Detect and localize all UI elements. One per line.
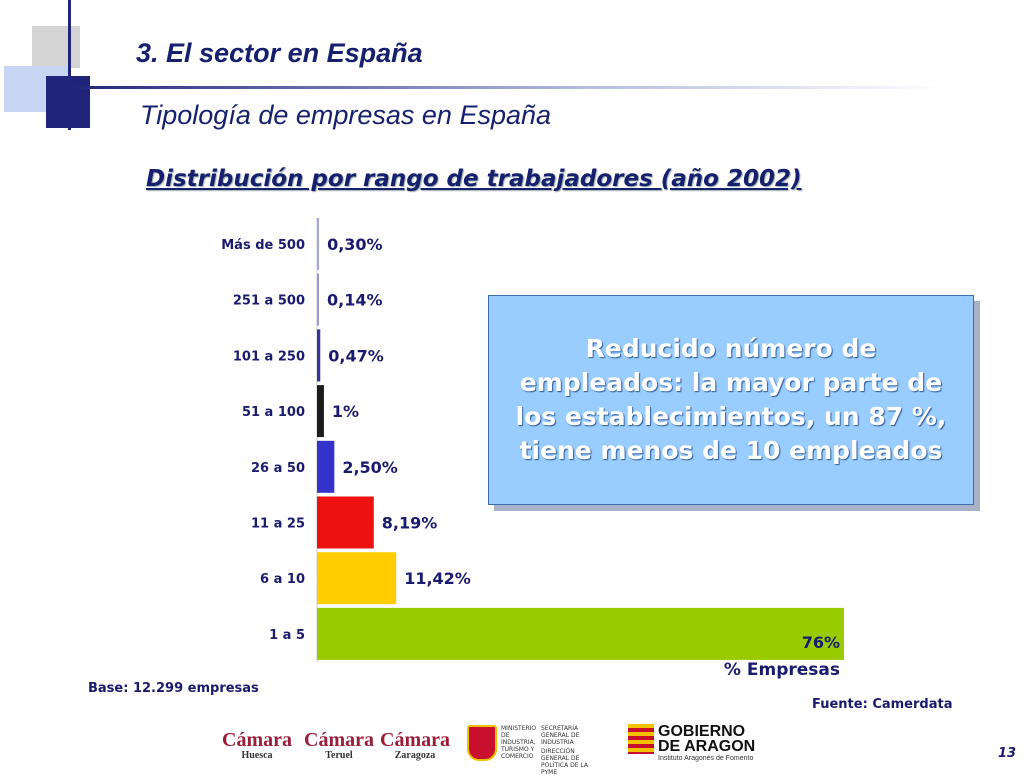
section-title: 3. El sector en España (136, 38, 423, 68)
bar (317, 440, 335, 493)
value-label: 0,47% (328, 346, 384, 365)
decor-vertical-line (68, 0, 71, 130)
callout-box: Reducido número de empleados: la mayor p… (488, 295, 974, 505)
callout-text: Reducido número de empleados: la mayor p… (515, 334, 947, 465)
ministerio-logo: MINISTERIO DE INDUSTRIA, TURISMO Y COMER… (467, 725, 611, 776)
bar (317, 218, 320, 270)
value-label: 2,50% (342, 458, 398, 477)
ministerio-text: MINISTERIO DE INDUSTRIA, TURISMO Y COMER… (501, 725, 537, 760)
decor-title-line (68, 86, 948, 89)
value-label: 8,19% (382, 514, 438, 533)
page-number: 13 (998, 746, 1017, 761)
camara-zaragoza-logo: Cámara Zaragoza (380, 730, 450, 762)
spain-shield-icon (467, 725, 497, 761)
camara-huesca-city: Huesca (241, 750, 273, 761)
bar-chart: Más de 500 0,30% 251 a 500 0,14% 101 a 250 0,… (221, 218, 844, 680)
value-label: 11,42% (404, 569, 471, 588)
gobierno-aragon-logo: GOBIERNO DE ARAGON Instituto Aragonés de… (628, 724, 755, 763)
gobierno-line1: GOBIERNO (658, 723, 746, 740)
bar (317, 496, 374, 549)
gobierno-text: GOBIERNO DE ARAGON Instituto Aragonés de… (658, 724, 755, 763)
value-label: 1% (332, 402, 359, 421)
camara-huesca-name: Cámara (222, 729, 292, 751)
bar (317, 329, 321, 382)
ministerio-dept-bottom: DIRECCIÓN GENERAL DE POLÍTICA DE LA PYME (541, 748, 588, 776)
ministerio-dept: SECRETARÍA GENERAL DE INDUSTRIA DIRECCIÓ… (541, 725, 597, 776)
category-label: 26 a 50 (251, 461, 305, 476)
camara-teruel-city: Teruel (325, 750, 353, 761)
camara-teruel-name: Cámara (304, 729, 374, 751)
category-label: 1 a 5 (269, 628, 305, 643)
gobierno-sub: Instituto Aragonés de Fomento (658, 755, 754, 762)
bar (317, 385, 324, 438)
ministerio-dept-top: SECRETARÍA GENERAL DE INDUSTRIA (541, 725, 580, 746)
bar (317, 273, 319, 326)
value-label: 0,14% (327, 291, 383, 310)
category-label: 11 a 25 (251, 517, 305, 532)
aragon-flag-icon (628, 724, 654, 754)
bar (317, 552, 397, 605)
page-subtitle: Tipología de empresas en España (140, 100, 552, 130)
camara-teruel-logo: Cámara Teruel (304, 730, 374, 762)
chart-title: Distribución por rango de trabajadores (… (146, 166, 802, 192)
gobierno-line2: DE ARAGON (658, 738, 756, 755)
category-label: Más de 500 (221, 238, 305, 253)
category-label: 6 a 10 (260, 572, 305, 587)
value-label: 0,30% (327, 235, 383, 254)
category-label: 251 a 500 (233, 294, 305, 309)
base-note: Base: 12.299 empresas (88, 681, 259, 696)
decor-square-gray (32, 26, 80, 68)
category-label: 51 a 100 (242, 405, 305, 420)
bar (317, 607, 844, 660)
camara-zaragoza-name: Cámara (380, 729, 450, 751)
category-label: 101 a 250 (233, 349, 305, 364)
x-axis-title: % Empresas (724, 660, 840, 680)
camara-zaragoza-city: Zaragoza (394, 750, 436, 761)
source-note: Fuente: Camerdata (812, 697, 953, 712)
value-label: 76% (802, 633, 840, 652)
camara-huesca-logo: Cámara Huesca (222, 730, 292, 762)
